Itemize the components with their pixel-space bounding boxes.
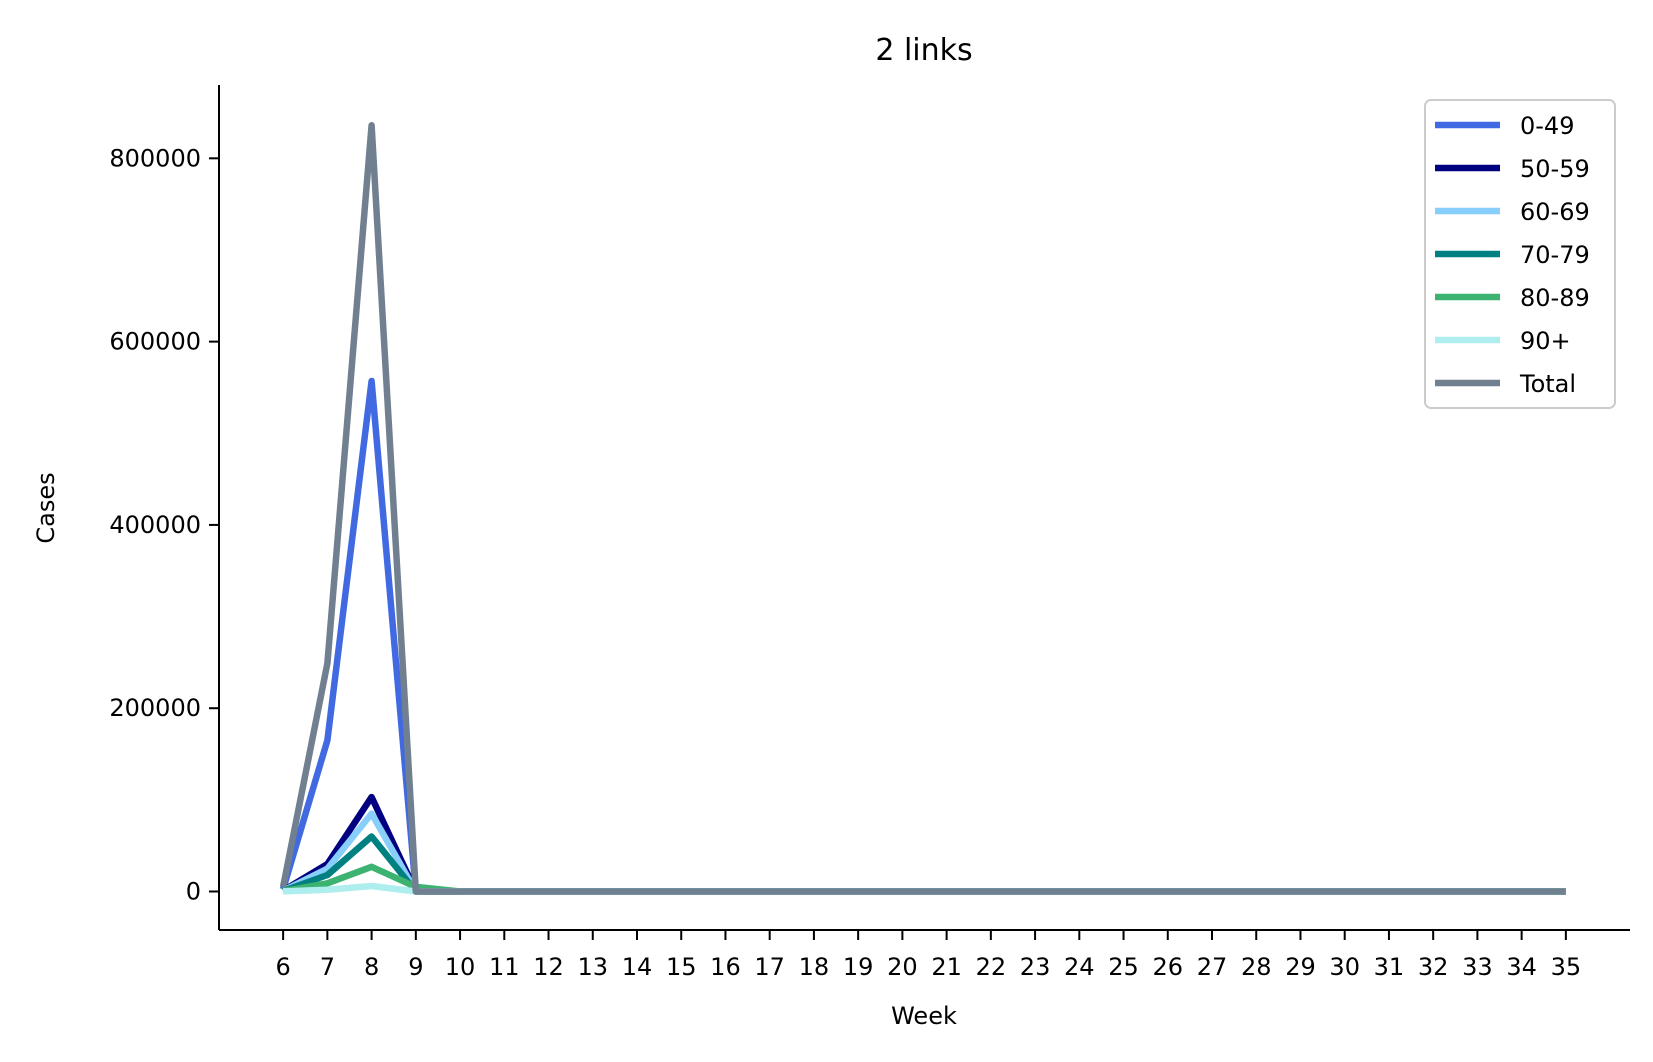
x-tick-label: 14 [622,953,653,981]
x-tick-label: 13 [577,953,608,981]
x-tick-label: 22 [976,953,1007,981]
y-tick-label: 600000 [109,328,201,356]
y-tick-label: 400000 [109,511,201,539]
x-tick-label: 12 [533,953,564,981]
x-tick-label: 28 [1241,953,1272,981]
x-tick-label: 23 [1020,953,1051,981]
x-tick-label: 34 [1506,953,1537,981]
legend-label: 0-49 [1520,112,1574,140]
series-line-0-49 [279,377,1566,895]
x-tick-label: 11 [489,953,520,981]
x-tick-label: 15 [666,953,697,981]
legend-label: 60-69 [1520,198,1590,226]
series-layer [279,122,1566,895]
x-tick-label: 26 [1153,953,1184,981]
legend: 0-49 50-59 60-69 70-79 80-89 90+ Total [1424,99,1616,409]
x-tick-label: 32 [1418,953,1449,981]
y-tick-label: 200000 [109,694,201,722]
legend-label: Total [1519,370,1576,398]
x-tick-label: 31 [1374,953,1405,981]
legend-items: 0-49 50-59 60-69 70-79 80-89 90+ Total [1435,112,1590,398]
x-tick-label: 30 [1329,953,1360,981]
x-tick-label: 8 [364,953,379,981]
series-line-80-89 [282,863,1566,895]
series-line-50-59 [281,793,1566,895]
x-tick-label: 7 [320,953,335,981]
x-tick-label: 29 [1285,953,1316,981]
x-tick-label: 17 [754,953,785,981]
x-tick-label: 24 [1064,953,1095,981]
series-line-70-79 [281,833,1566,895]
x-tick-label: 25 [1108,953,1139,981]
x-tick-label: 9 [408,953,423,981]
x-tick-label: 21 [931,953,962,981]
y-axis-ticks: 0 200000 400000 600000 800000 [109,144,219,906]
x-tick-label: 35 [1551,953,1582,981]
x-axis-ticks: 6 7 8 9 10 11 12 13 14 15 16 17 18 19 20 21 22 23 24 25 26 27… [275,930,1581,981]
y-axis-label: Cases [32,472,60,543]
series-line-total [279,122,1566,895]
legend-frame [1424,99,1616,409]
y-tick-label: 0 [186,878,201,906]
series-line-60-69 [281,810,1566,895]
chart-title: 2 links [875,33,972,68]
legend-label: 70-79 [1520,241,1590,269]
legend-label: 50-59 [1520,155,1590,183]
x-tick-label: 20 [887,953,918,981]
x-tick-label: 33 [1462,953,1493,981]
x-tick-label: 6 [275,953,290,981]
x-tick-label: 27 [1197,953,1228,981]
legend-label: 80-89 [1520,284,1590,312]
x-tick-label: 16 [710,953,741,981]
x-tick-label: 18 [799,953,830,981]
legend-label: 90+ [1520,327,1571,355]
x-tick-label: 10 [445,953,476,981]
x-axis-label: Week [891,1002,957,1030]
y-tick-label: 800000 [109,144,201,172]
x-tick-label: 19 [843,953,874,981]
